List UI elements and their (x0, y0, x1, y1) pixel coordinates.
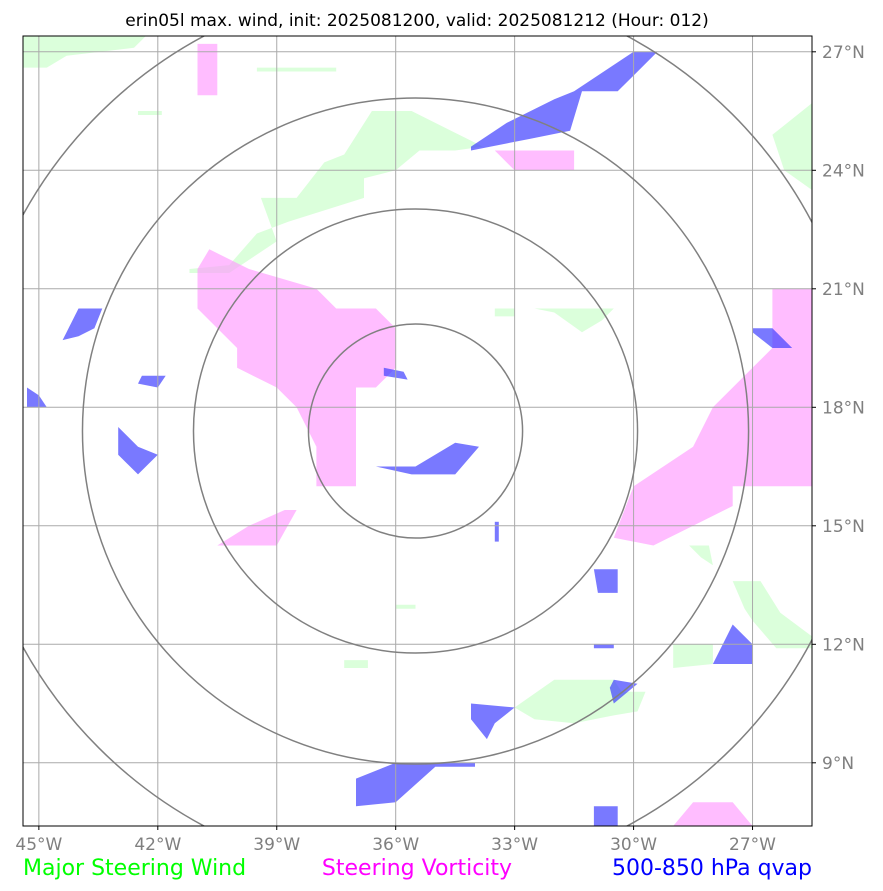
range-rings (23, 36, 812, 826)
y-tick-label: 9°N (822, 754, 854, 774)
y-tick-label: 15°N (822, 517, 865, 537)
qvap-region (593, 806, 618, 826)
steering-wind-region (772, 103, 812, 190)
steering-vorticity-region (613, 288, 812, 546)
longitude-ticks: 45°W 42°W 39°W 36°W 33°W 30°W 27°W (15, 826, 776, 855)
y-tick-label: 21°N (822, 280, 865, 300)
steering-wind-region (138, 111, 162, 115)
legend-steering-vorticity: Steering Vorticity (322, 856, 512, 881)
y-tick-label: 27°N (822, 43, 865, 63)
range-ring (307, 323, 524, 539)
qvap-region (752, 328, 793, 348)
range-ring (81, 97, 750, 765)
qvap-region (356, 762, 475, 807)
x-tick-label: 39°W (253, 835, 300, 855)
legend-steering-wind: Major Steering Wind (23, 856, 246, 881)
x-tick-label: 36°W (372, 835, 419, 855)
field-shading-layer (23, 36, 812, 826)
x-tick-label: 45°W (15, 835, 62, 855)
qvap-region (62, 308, 103, 341)
qvap-region (494, 521, 499, 542)
x-tick-label: 30°W (610, 835, 657, 855)
steering-wind-region (494, 308, 515, 317)
steering-wind-region (344, 660, 368, 668)
legend: Major Steering Wind Steering Vorticity 5… (23, 856, 812, 881)
steering-wind-region (673, 644, 713, 668)
qvap-region (375, 442, 479, 475)
steering-vorticity-region (673, 802, 753, 826)
qvap-region (27, 387, 47, 408)
legend-qvap: 500-850 hPa qvap (612, 856, 812, 881)
qvap-region (593, 569, 618, 593)
steering-wind-region (395, 604, 416, 609)
steering-vorticity-region (197, 249, 396, 487)
steering-wind-region (189, 111, 483, 273)
latitude-ticks: 27°N 24°N 21°N 18°N 15°N 12°N 9°N (812, 43, 865, 774)
qvap-region (593, 644, 614, 649)
qvap-region (118, 427, 158, 475)
x-tick-label: 27°W (729, 835, 776, 855)
qvap-region (138, 375, 166, 388)
y-tick-label: 12°N (822, 635, 865, 655)
y-tick-label: 18°N (822, 398, 865, 418)
steering-wind-region (534, 308, 614, 333)
steering-wind-region (689, 545, 713, 566)
x-tick-label: 33°W (491, 835, 538, 855)
map-background (23, 36, 812, 826)
y-tick-label: 24°N (822, 161, 865, 181)
x-tick-label: 42°W (134, 835, 181, 855)
range-ring (192, 208, 639, 654)
map-title: erin05l max. wind, init: 2025081200, val… (125, 11, 708, 31)
steering-wind-region (256, 67, 337, 72)
steering-vorticity-region (197, 43, 218, 96)
qvap-region (471, 51, 658, 151)
qvap-region (471, 703, 515, 740)
gridlines (23, 36, 812, 826)
map-frame (22, 35, 813, 827)
